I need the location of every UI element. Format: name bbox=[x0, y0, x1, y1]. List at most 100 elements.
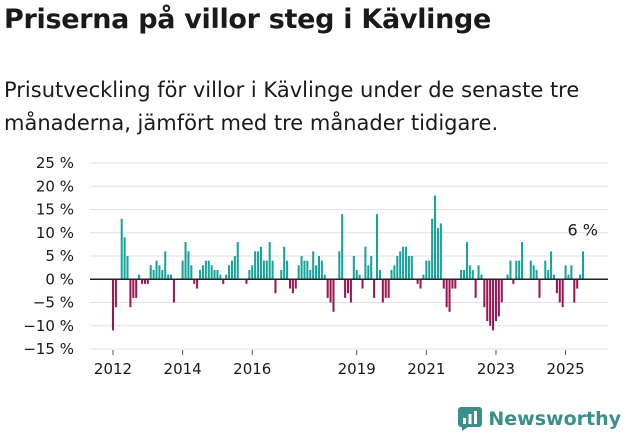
bar bbox=[581, 251, 585, 280]
bar bbox=[373, 279, 376, 298]
x-tick-label: 2025 bbox=[546, 360, 584, 378]
bar bbox=[216, 269, 219, 280]
bar bbox=[155, 260, 158, 280]
bar bbox=[422, 274, 425, 280]
bar bbox=[544, 260, 547, 280]
bar bbox=[489, 279, 492, 326]
last-value-label: 6 % bbox=[568, 220, 598, 239]
bar bbox=[259, 246, 262, 280]
y-tick-label: 10 % bbox=[36, 224, 74, 242]
bar bbox=[172, 279, 175, 303]
newsworthy-logo-icon bbox=[458, 407, 483, 431]
bar bbox=[494, 279, 497, 322]
bar bbox=[294, 279, 297, 289]
bar bbox=[393, 265, 396, 280]
bar bbox=[532, 265, 535, 280]
bar bbox=[387, 279, 390, 298]
bar bbox=[149, 265, 152, 280]
bar bbox=[460, 269, 463, 280]
bar bbox=[419, 279, 422, 289]
bar bbox=[120, 218, 123, 280]
bar bbox=[497, 279, 500, 317]
y-axis-labels: −15 % −10 % −5 % 0 % 5 % 10 % 15 % 20 % 25 % bbox=[23, 154, 74, 358]
bar bbox=[251, 265, 254, 280]
bar bbox=[225, 274, 228, 280]
bar bbox=[474, 279, 477, 298]
bar bbox=[364, 246, 367, 280]
bar bbox=[320, 260, 323, 280]
bar bbox=[506, 274, 509, 280]
bar bbox=[521, 242, 524, 280]
bar bbox=[187, 251, 190, 280]
bar bbox=[196, 279, 199, 289]
bar bbox=[329, 279, 332, 303]
bar bbox=[280, 269, 283, 280]
bar bbox=[257, 251, 260, 280]
bar bbox=[132, 279, 135, 298]
bar bbox=[344, 279, 347, 298]
bar bbox=[381, 279, 384, 303]
bar bbox=[367, 265, 370, 280]
bar bbox=[312, 251, 315, 280]
bar bbox=[204, 260, 207, 280]
bar bbox=[468, 265, 471, 280]
bar bbox=[268, 242, 271, 280]
bar bbox=[378, 269, 381, 280]
bar bbox=[405, 246, 408, 280]
bar bbox=[416, 279, 419, 284]
bar bbox=[518, 260, 521, 280]
bar bbox=[332, 279, 335, 312]
bar bbox=[431, 218, 434, 280]
bar bbox=[207, 260, 210, 280]
newsworthy-logo: Newsworthy bbox=[458, 407, 621, 431]
bar bbox=[576, 279, 579, 289]
bar bbox=[515, 260, 518, 280]
x-tick-label: 2019 bbox=[338, 360, 376, 378]
bar bbox=[230, 260, 233, 280]
bar bbox=[138, 274, 141, 280]
bar bbox=[550, 251, 553, 280]
bar bbox=[564, 265, 567, 280]
bar bbox=[170, 274, 173, 280]
bar bbox=[396, 256, 399, 280]
bar bbox=[123, 237, 126, 280]
bar bbox=[164, 251, 167, 280]
bar bbox=[309, 269, 312, 280]
bars bbox=[90, 195, 608, 331]
bar bbox=[483, 279, 486, 308]
bar bbox=[451, 279, 454, 289]
bar bbox=[262, 260, 265, 280]
bar bbox=[114, 279, 117, 308]
bar bbox=[402, 246, 405, 280]
bar bbox=[567, 274, 570, 280]
bar bbox=[555, 279, 558, 294]
bar bbox=[283, 246, 286, 280]
bar bbox=[445, 279, 448, 308]
bar bbox=[210, 265, 213, 280]
bar bbox=[254, 251, 257, 280]
bar bbox=[315, 265, 318, 280]
bar bbox=[326, 279, 329, 298]
bar bbox=[529, 260, 532, 280]
bar bbox=[535, 269, 538, 280]
bar bbox=[436, 228, 439, 280]
bar bbox=[486, 279, 489, 322]
bar bbox=[236, 242, 239, 280]
bar bbox=[349, 279, 352, 303]
chart-subtitle: Prisutveckling för villor i Kävlinge und… bbox=[4, 78, 580, 135]
bar bbox=[390, 269, 393, 280]
bar bbox=[512, 279, 515, 284]
bar bbox=[184, 242, 187, 280]
bar bbox=[129, 279, 132, 308]
x-tick-label: 2014 bbox=[164, 360, 202, 378]
bar bbox=[274, 279, 277, 294]
bar-chart: −15 % −10 % −5 % 0 % 5 % 10 % 15 % 20 % 25 % 201… bbox=[23, 154, 608, 378]
bar bbox=[111, 279, 115, 331]
bar bbox=[146, 279, 149, 284]
annotations: 6 % bbox=[568, 220, 598, 239]
bar bbox=[561, 279, 564, 308]
bar bbox=[442, 279, 445, 289]
bar bbox=[297, 265, 300, 280]
bar bbox=[306, 260, 309, 280]
bar bbox=[492, 279, 495, 331]
